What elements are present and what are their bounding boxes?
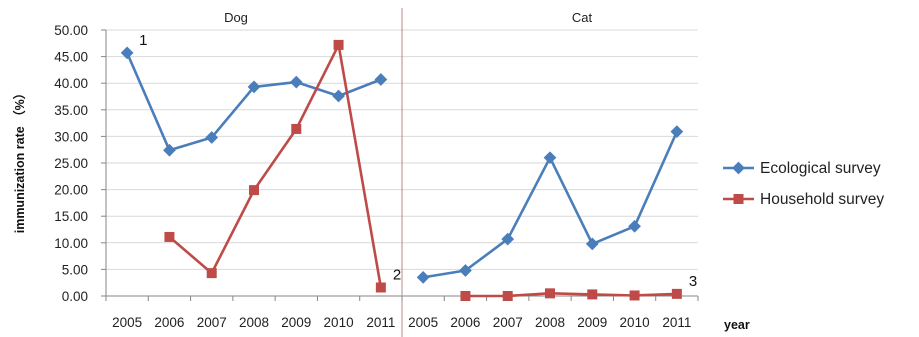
legend-ecological-label: Ecological survey [760, 160, 881, 177]
household-data-point [333, 39, 344, 50]
y-tick-label: 10.00 [54, 236, 88, 251]
annotation-label: 1 [139, 32, 147, 49]
annotation-label: 3 [689, 273, 697, 290]
ecological-data-point [163, 143, 176, 157]
y-tick-label: 0.00 [62, 289, 88, 304]
panel-title: Dog [224, 10, 248, 25]
x-tick-label: 2006 [450, 315, 480, 330]
ecological-data-point [585, 237, 599, 251]
household-data-point [671, 288, 682, 299]
household-data-point [629, 290, 640, 301]
y-tick-label: 30.00 [54, 129, 88, 144]
legend-ecological-marker [732, 161, 745, 175]
labels: immunization rate （%） year Dog Cat 1 2 3 [12, 10, 750, 332]
x-tick-label: 2009 [577, 315, 607, 330]
panel-title: Cat [572, 10, 593, 25]
household-data-point [375, 282, 386, 293]
x-tick-label: 2007 [197, 315, 227, 330]
x-axis-title: year [724, 318, 750, 332]
x-tick-label: 2010 [324, 315, 354, 330]
household-data-point [460, 291, 471, 301]
x-tick-label: 2005 [408, 315, 438, 330]
y-tick-label: 45.00 [54, 50, 88, 65]
legend-household-label: Household survey [760, 191, 884, 208]
household-data-point [164, 231, 175, 242]
legend-item-household: Household survey [723, 191, 884, 208]
household-data-point [249, 185, 259, 196]
x-tick-label: 2007 [493, 315, 523, 330]
legend: Ecological survey Household survey [723, 160, 884, 208]
y-tick-label: 25.00 [54, 156, 88, 171]
legend-household-marker [733, 194, 744, 204]
ecological-data-point [374, 73, 388, 86]
y-tick-label: 15.00 [54, 209, 88, 224]
annotation-label: 2 [393, 266, 401, 283]
legend-item-ecological: Ecological survey [723, 160, 881, 177]
ecological-data-point [416, 271, 430, 284]
ecological-data-point [289, 75, 303, 89]
household-data-point [545, 288, 555, 299]
y-tick-label: 20.00 [54, 183, 88, 198]
y-tick-label: 5.00 [62, 262, 88, 277]
ecological-data-point [332, 89, 345, 103]
ecological-data-point [628, 219, 641, 233]
household-data-point [291, 123, 302, 134]
household-data-point [206, 268, 217, 279]
ecological-data-point [247, 80, 261, 94]
x-tick-label: 2011 [662, 315, 691, 330]
household-data-point [502, 291, 513, 301]
y-tick-label: 35.00 [54, 103, 88, 118]
x-tick-label: 2009 [281, 315, 311, 330]
x-tick-label: 2011 [366, 315, 395, 330]
y-tick-label: 40.00 [54, 76, 88, 91]
ecological-data-point [459, 264, 472, 277]
household-series-line [465, 291, 677, 298]
household-series-line [168, 43, 383, 288]
x-tick-label: 2008 [239, 315, 269, 330]
household-data-point [587, 289, 598, 300]
ecological-data-point [543, 151, 557, 165]
axes: 0.00 5.00 10.00 15.00 20.00 25.00 30.00 35.00 40… [54, 8, 699, 337]
x-tick-label: 2005 [112, 315, 142, 330]
ecological-data-point [501, 232, 515, 246]
y-axis-title: immunization rate （%） [12, 87, 27, 234]
ecological-data-point [120, 46, 134, 60]
x-tick-label: 2008 [535, 315, 565, 330]
y-tick-label: 50.00 [54, 23, 88, 38]
x-tick-label: 2006 [154, 315, 184, 330]
ecological-data-point [205, 131, 219, 144]
x-tick-label: 2010 [620, 315, 650, 330]
